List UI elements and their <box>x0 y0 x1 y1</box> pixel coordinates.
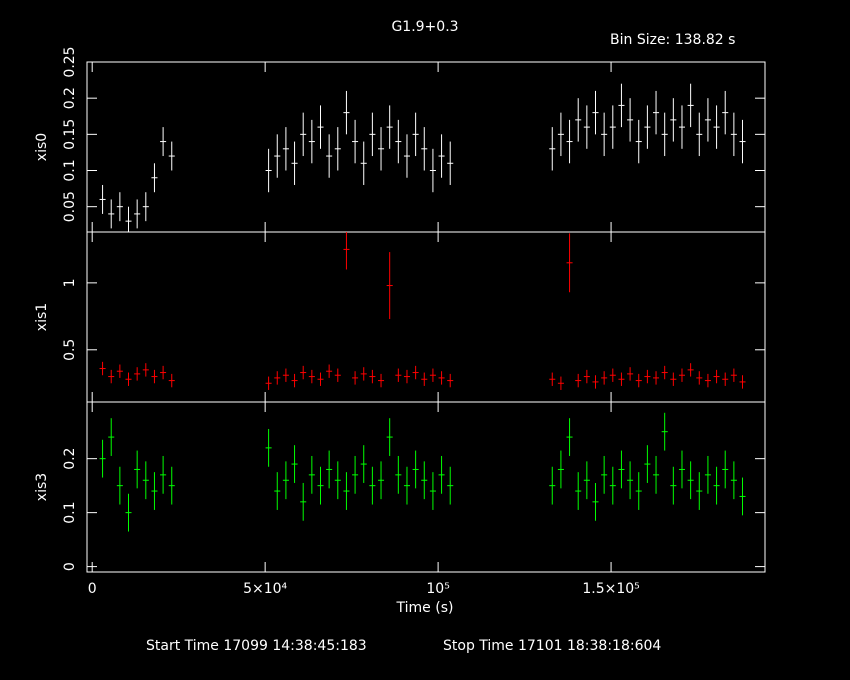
y-tick-label: 0.2 <box>62 448 78 470</box>
x-tick-label: 1.5×10⁵ <box>582 581 639 597</box>
bin-size: Bin Size: 138.82 s <box>610 32 735 48</box>
y-tick-label: 0 <box>62 562 78 571</box>
x-tick-label: 5×10⁴ <box>243 581 287 597</box>
x-tick-label: 0 <box>88 581 97 597</box>
series <box>99 412 746 532</box>
series <box>99 232 746 390</box>
y-tick-label: 0.15 <box>62 119 78 150</box>
y-tick-label: 0.2 <box>62 87 78 109</box>
stop-time: Stop Time 17101 18:38:18:604 <box>443 638 661 654</box>
y-axis-label: xis1 <box>34 303 50 331</box>
y-tick-label: 0.1 <box>62 159 78 181</box>
plot-frame <box>86 61 766 573</box>
y-tick-label: 0.1 <box>62 502 78 524</box>
y-tick-label: 1 <box>62 278 78 287</box>
series <box>99 83 746 232</box>
y-axis-label: xis0 <box>34 133 50 161</box>
y-axis-label: xis3 <box>34 473 50 501</box>
chart-title: G1.9+0.3 <box>391 19 458 35</box>
x-axis-label: Time (s) <box>396 600 454 616</box>
y-tick-label: 0.5 <box>62 339 78 361</box>
x-tick-label: 10⁵ <box>426 581 449 597</box>
y-tick-label: 0.05 <box>62 191 78 222</box>
start-time: Start Time 17099 14:38:45:183 <box>146 638 367 654</box>
y-tick-label: 0.25 <box>62 46 78 77</box>
